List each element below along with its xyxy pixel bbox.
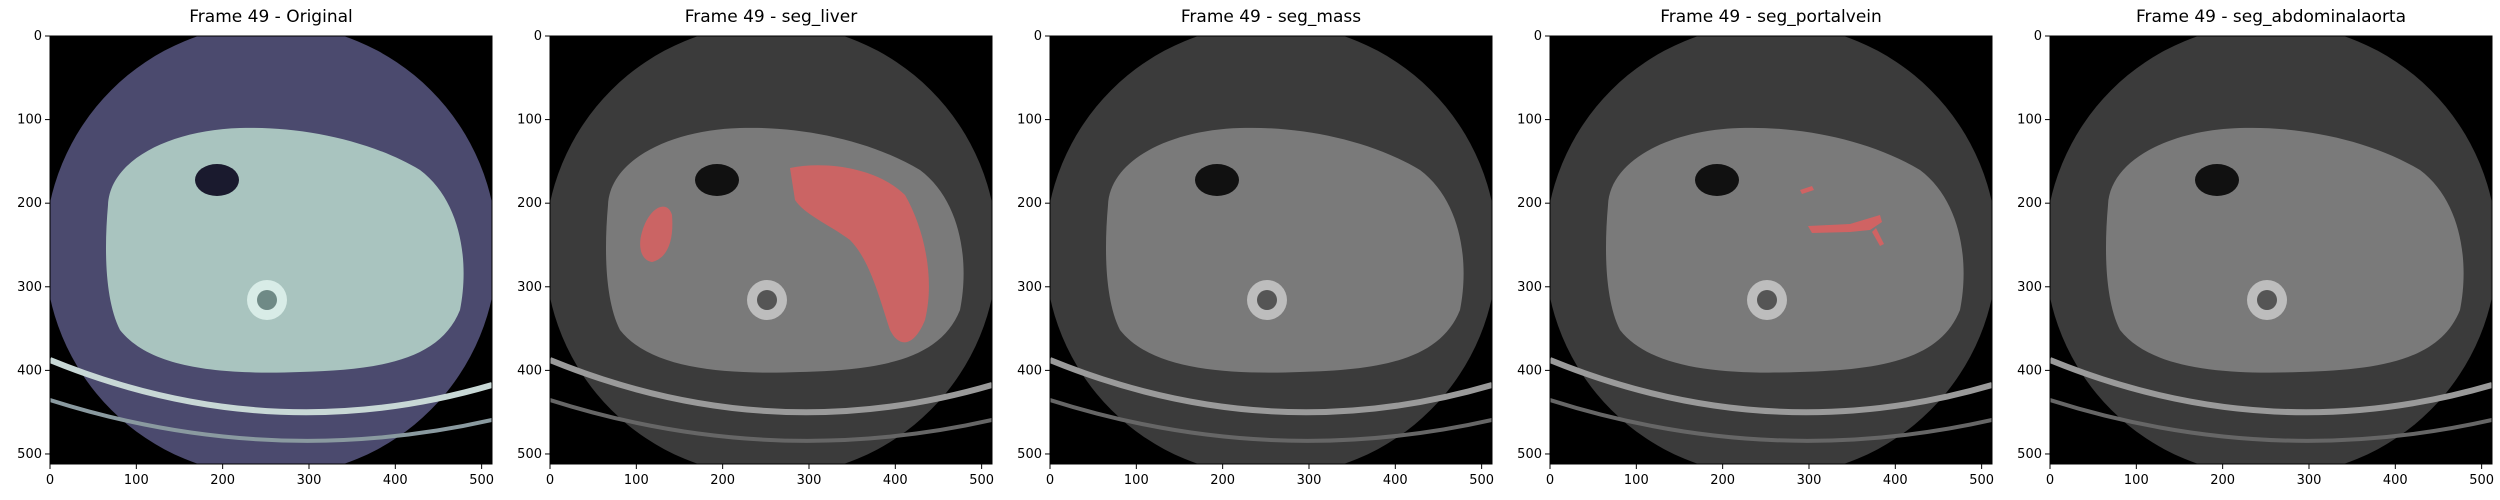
- portalvein-mask-upper: [1800, 186, 1814, 194]
- y-tick-label: 100: [17, 113, 42, 128]
- x-tick-label: 400: [1383, 473, 1408, 488]
- panel-title: Frame 49 - seg_abdominalaorta: [2136, 7, 2406, 27]
- y-tick-label: 100: [2017, 113, 2042, 128]
- x-tick-label: 400: [1883, 473, 1908, 488]
- y-tick-label: 0: [2034, 29, 2042, 44]
- x-tick-label: 0: [1046, 473, 1054, 488]
- y-tick-label: 100: [1517, 113, 1542, 128]
- x-tick-label: 300: [1797, 473, 1822, 488]
- y-tick-label: 0: [1534, 29, 1542, 44]
- y-tick-label: 400: [1017, 363, 1042, 378]
- x-tick-label: 300: [797, 473, 822, 488]
- y-tick-label: 200: [1517, 196, 1542, 211]
- x-tick-label: 100: [1124, 473, 1149, 488]
- y-tick-label: 400: [2017, 363, 2042, 378]
- x-tick-label: 500: [469, 473, 494, 488]
- panel-title: Frame 49 - Original: [189, 7, 352, 27]
- ct-image: [550, 36, 992, 464]
- y-tick-label: 100: [517, 113, 542, 128]
- panel-seg-liver: Frame 49 - seg_liver: [549, 7, 993, 465]
- liver-mask-left: [640, 206, 673, 262]
- x-tick-label: 200: [710, 473, 735, 488]
- portalvein-mask: [1808, 215, 1882, 233]
- y-tick-label: 400: [1517, 363, 1542, 378]
- x-tick-label: 0: [46, 473, 54, 488]
- y-tick-label: 300: [2017, 280, 2042, 295]
- x-tick-label: 200: [1210, 473, 1235, 488]
- y-tick-label: 0: [534, 29, 542, 44]
- y-tick-label: 500: [1517, 447, 1542, 462]
- y-tick-label: 300: [17, 280, 42, 295]
- x-tick-label: 100: [1624, 473, 1649, 488]
- x-tick-label: 500: [1469, 473, 1494, 488]
- panel-seg-abdominalaorta: Frame 49 - seg_abdominalaorta: [2049, 7, 2493, 465]
- y-tick-label: 200: [2017, 196, 2042, 211]
- y-tick-label: 300: [1517, 280, 1542, 295]
- y-tick-label: 0: [1034, 29, 1042, 44]
- axes-ticks: 0 100 200 300 400 500 0 100 200 300 400 500 0 100 200 3…: [17, 29, 2494, 488]
- x-tick-label: 0: [1546, 473, 1554, 488]
- x-tick-label: 500: [1969, 473, 1994, 488]
- y-tick-label: 500: [1017, 447, 1042, 462]
- y-tick-label: 100: [1017, 113, 1042, 128]
- x-tick-label: 100: [624, 473, 649, 488]
- y-tick-label: 200: [17, 196, 42, 211]
- x-tick-label: 300: [2297, 473, 2322, 488]
- y-tick-label: 200: [517, 196, 542, 211]
- ct-image: [1050, 36, 1492, 464]
- panel-title: Frame 49 - seg_mass: [1181, 7, 1361, 27]
- y-tick-label: 500: [517, 447, 542, 462]
- panel-title: Frame 49 - seg_portalvein: [1660, 7, 1882, 27]
- x-tick-label: 500: [969, 473, 994, 488]
- y-tick-label: 200: [1017, 196, 1042, 211]
- y-tick-label: 0: [34, 29, 42, 44]
- y-tick-label: 500: [2017, 447, 2042, 462]
- x-tick-label: 300: [297, 473, 322, 488]
- x-tick-label: 300: [1297, 473, 1322, 488]
- liver-mask-main: [790, 165, 929, 343]
- y-tick-label: 500: [17, 447, 42, 462]
- x-tick-label: 0: [2046, 473, 2054, 488]
- x-tick-label: 400: [883, 473, 908, 488]
- x-tick-label: 400: [2383, 473, 2408, 488]
- y-tick-label: 400: [17, 363, 42, 378]
- portalvein-mask-branch: [1872, 228, 1884, 246]
- x-tick-label: 100: [2124, 473, 2149, 488]
- x-tick-label: 500: [2469, 473, 2494, 488]
- ct-image: [2050, 36, 2492, 464]
- panel-title: Frame 49 - seg_liver: [685, 7, 858, 27]
- x-tick-label: 0: [546, 473, 554, 488]
- x-tick-label: 200: [2210, 473, 2235, 488]
- y-tick-label: 300: [517, 280, 542, 295]
- ct-image: [1550, 36, 1992, 464]
- y-tick-label: 300: [1017, 280, 1042, 295]
- x-tick-label: 200: [210, 473, 235, 488]
- panel-seg-mass: Frame 49 - seg_mass: [1049, 7, 1493, 465]
- x-tick-label: 200: [1710, 473, 1735, 488]
- panel-original: Frame 49 - Original: [49, 7, 493, 465]
- y-tick-label: 400: [517, 363, 542, 378]
- x-tick-label: 100: [124, 473, 149, 488]
- ct-image: [50, 36, 492, 464]
- x-tick-label: 400: [383, 473, 408, 488]
- panel-seg-portalvein: Frame 49 - seg_portalvein: [1549, 7, 1993, 465]
